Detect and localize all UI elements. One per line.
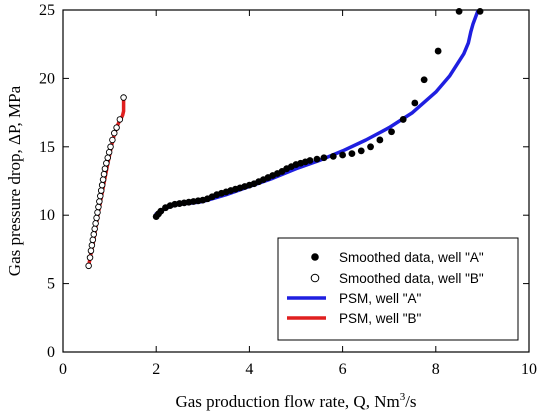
ticks-layer: 0 2 4 6 8 10 0 5 10 15 20 25	[39, 2, 537, 378]
data-point-well-b	[104, 154, 111, 161]
x-tick-label: 4	[245, 361, 253, 378]
legend-label-b-data: Smoothed data, well "B"	[339, 271, 484, 286]
data-point-well-b	[90, 231, 98, 238]
data-point-well-b	[116, 116, 124, 123]
legend-symbol-open-dot	[310, 273, 320, 283]
data-point-well-b	[103, 159, 110, 167]
y-tick-label: 15	[39, 139, 55, 156]
data-point-well-b	[105, 149, 113, 156]
data-point-well-b	[88, 242, 96, 249]
data-point-well-a	[420, 76, 428, 84]
data-point-well-b	[109, 136, 116, 144]
data-point-well-a	[388, 128, 395, 136]
y-axis-title: Gas pressure drop, ΔP, MPa	[5, 85, 24, 276]
data-point-well-b	[93, 214, 100, 222]
data-point-well-b	[99, 176, 107, 183]
y-tick-label: 0	[47, 344, 55, 361]
legend-symbol-filled-dot	[311, 253, 319, 261]
x-axis-title-sup: 3	[400, 391, 406, 403]
data-point-well-a	[411, 99, 419, 107]
data-point-well-a	[339, 151, 346, 159]
y-tick-label: 5	[47, 276, 55, 293]
x-axis-title: Gas production flow rate, Q, Nm3/s	[175, 391, 416, 411]
data-point-well-b	[98, 181, 106, 189]
x-tick-label: 8	[432, 361, 440, 378]
data-point-well-a	[434, 47, 442, 55]
data-point-well-b	[120, 94, 127, 101]
legend-label-a-data: Smoothed data, well "A"	[339, 250, 484, 265]
data-point-well-a	[376, 136, 384, 144]
x-tick-label: 6	[339, 361, 347, 378]
data-point-well-b	[97, 187, 105, 194]
data-point-well-a	[399, 116, 407, 123]
x-tick-label: 2	[152, 361, 160, 378]
data-point-well-a	[476, 7, 484, 15]
legend: Smoothed data, well "A" Smoothed data, w…	[277, 237, 519, 341]
data-point-well-b	[91, 225, 98, 233]
data-point-well-b	[100, 170, 108, 178]
data-point-well-b	[111, 129, 118, 137]
data-point-well-b	[94, 209, 101, 216]
data-point-well-a	[329, 152, 337, 160]
data-point-well-a	[157, 207, 165, 215]
data-point-well-a	[357, 147, 365, 155]
series-layer	[85, 7, 484, 270]
legend-label-b-psm: PSM, well "B"	[339, 311, 422, 326]
x-axis-title-main: Gas production flow rate, Q, Nm	[175, 392, 399, 411]
y-tick-label: 25	[39, 2, 55, 19]
data-point-well-a	[306, 157, 314, 164]
data-point-well-b	[107, 143, 114, 151]
data-point-well-b	[92, 220, 99, 227]
x-tick-label: 0	[59, 361, 67, 378]
data-point-well-a	[348, 150, 356, 158]
data-point-well-b	[96, 198, 103, 205]
x-tick-label: 10	[521, 361, 537, 378]
data-point-well-a	[455, 7, 463, 15]
data-point-well-b	[89, 236, 97, 244]
data-point-well-b	[97, 192, 104, 200]
data-point-well-b	[95, 203, 102, 211]
data-point-well-a	[320, 154, 328, 162]
data-point-well-b	[86, 254, 94, 261]
data-point-well-a	[367, 143, 374, 151]
data-point-well-b	[113, 124, 120, 131]
data-point-well-a	[313, 155, 321, 163]
y-tick-label: 20	[39, 70, 55, 87]
data-point-well-b	[85, 262, 92, 270]
data-point-well-b	[101, 165, 109, 172]
data-point-well-b	[87, 247, 95, 255]
x-axis-title-tail: /s	[405, 392, 416, 411]
legend-label-a-psm: PSM, well "A"	[339, 291, 422, 306]
y-tick-label: 10	[39, 207, 55, 224]
